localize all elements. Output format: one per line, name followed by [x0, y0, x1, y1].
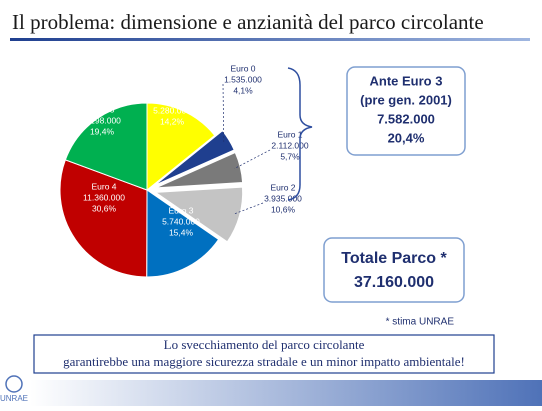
logo-icon [5, 375, 23, 393]
pie-slice [64, 102, 148, 191]
pie-slice [146, 189, 220, 278]
logo: UNRAE [0, 394, 28, 403]
summary-line: (pre gen. 2001) [360, 92, 452, 107]
pie-slice [155, 151, 244, 189]
slice-share-label: 30,6% [92, 203, 117, 213]
pie-slice [146, 102, 216, 192]
summary-line: 20,4% [388, 130, 425, 145]
pie-slice [59, 159, 148, 278]
slice-value-label: 11.360.000 [83, 192, 125, 202]
slice-value-label: 5.740.000 [162, 216, 200, 226]
slice-share-label: 19,4% [90, 126, 115, 136]
summary-line: Ante Euro 3 [370, 73, 443, 88]
message-line: garantirebbe una maggiore sicurezza stra… [63, 354, 465, 369]
leader-line [222, 83, 225, 144]
total-line: 37.160.000 [354, 274, 434, 291]
total-line: Totale Parco * [341, 250, 447, 267]
slice-category: Euro 1 [277, 129, 302, 139]
slice-value-label: 2.112.000 [271, 140, 308, 150]
slice-share-label: 5,7% [280, 151, 300, 161]
pie-slice [154, 186, 244, 243]
slice-category: Euro 6 [159, 94, 184, 104]
footnote: * stima UNRAE [386, 317, 455, 328]
slice-share-label: 4,1% [233, 85, 253, 95]
title-underline [10, 38, 530, 41]
footer-bar [30, 380, 542, 406]
brace [287, 67, 313, 201]
slice-category: Euro 5 [89, 104, 114, 114]
slice-value-label: 7.198.000 [83, 115, 121, 125]
summary-box [346, 66, 466, 156]
slice-value-label: 5.280.000 [153, 105, 191, 115]
slice-value-label: 1.535.000 [224, 74, 262, 84]
summary-line: 7.582.000 [377, 111, 435, 126]
pie-slice [154, 130, 235, 186]
message-line: Lo svecchiamento del parco circolante [164, 337, 365, 352]
slice-category: Euro 3 [168, 205, 193, 215]
slice-share-label: 15,4% [169, 227, 194, 237]
slice-category: Euro 0 [230, 63, 255, 73]
slice-value-label: 3.935.000 [264, 193, 302, 203]
slice-category: Euro 2 [270, 182, 295, 192]
message-box [33, 334, 495, 374]
slice-share-label: 14,2% [160, 116, 185, 126]
leader-line [234, 149, 271, 169]
total-box [323, 237, 465, 303]
leader-line [233, 202, 264, 215]
slice-share-label: 10,6% [271, 204, 296, 214]
title: Il problema: dimensione e anzianità del … [12, 10, 484, 34]
slice-category: Euro 4 [91, 181, 116, 191]
